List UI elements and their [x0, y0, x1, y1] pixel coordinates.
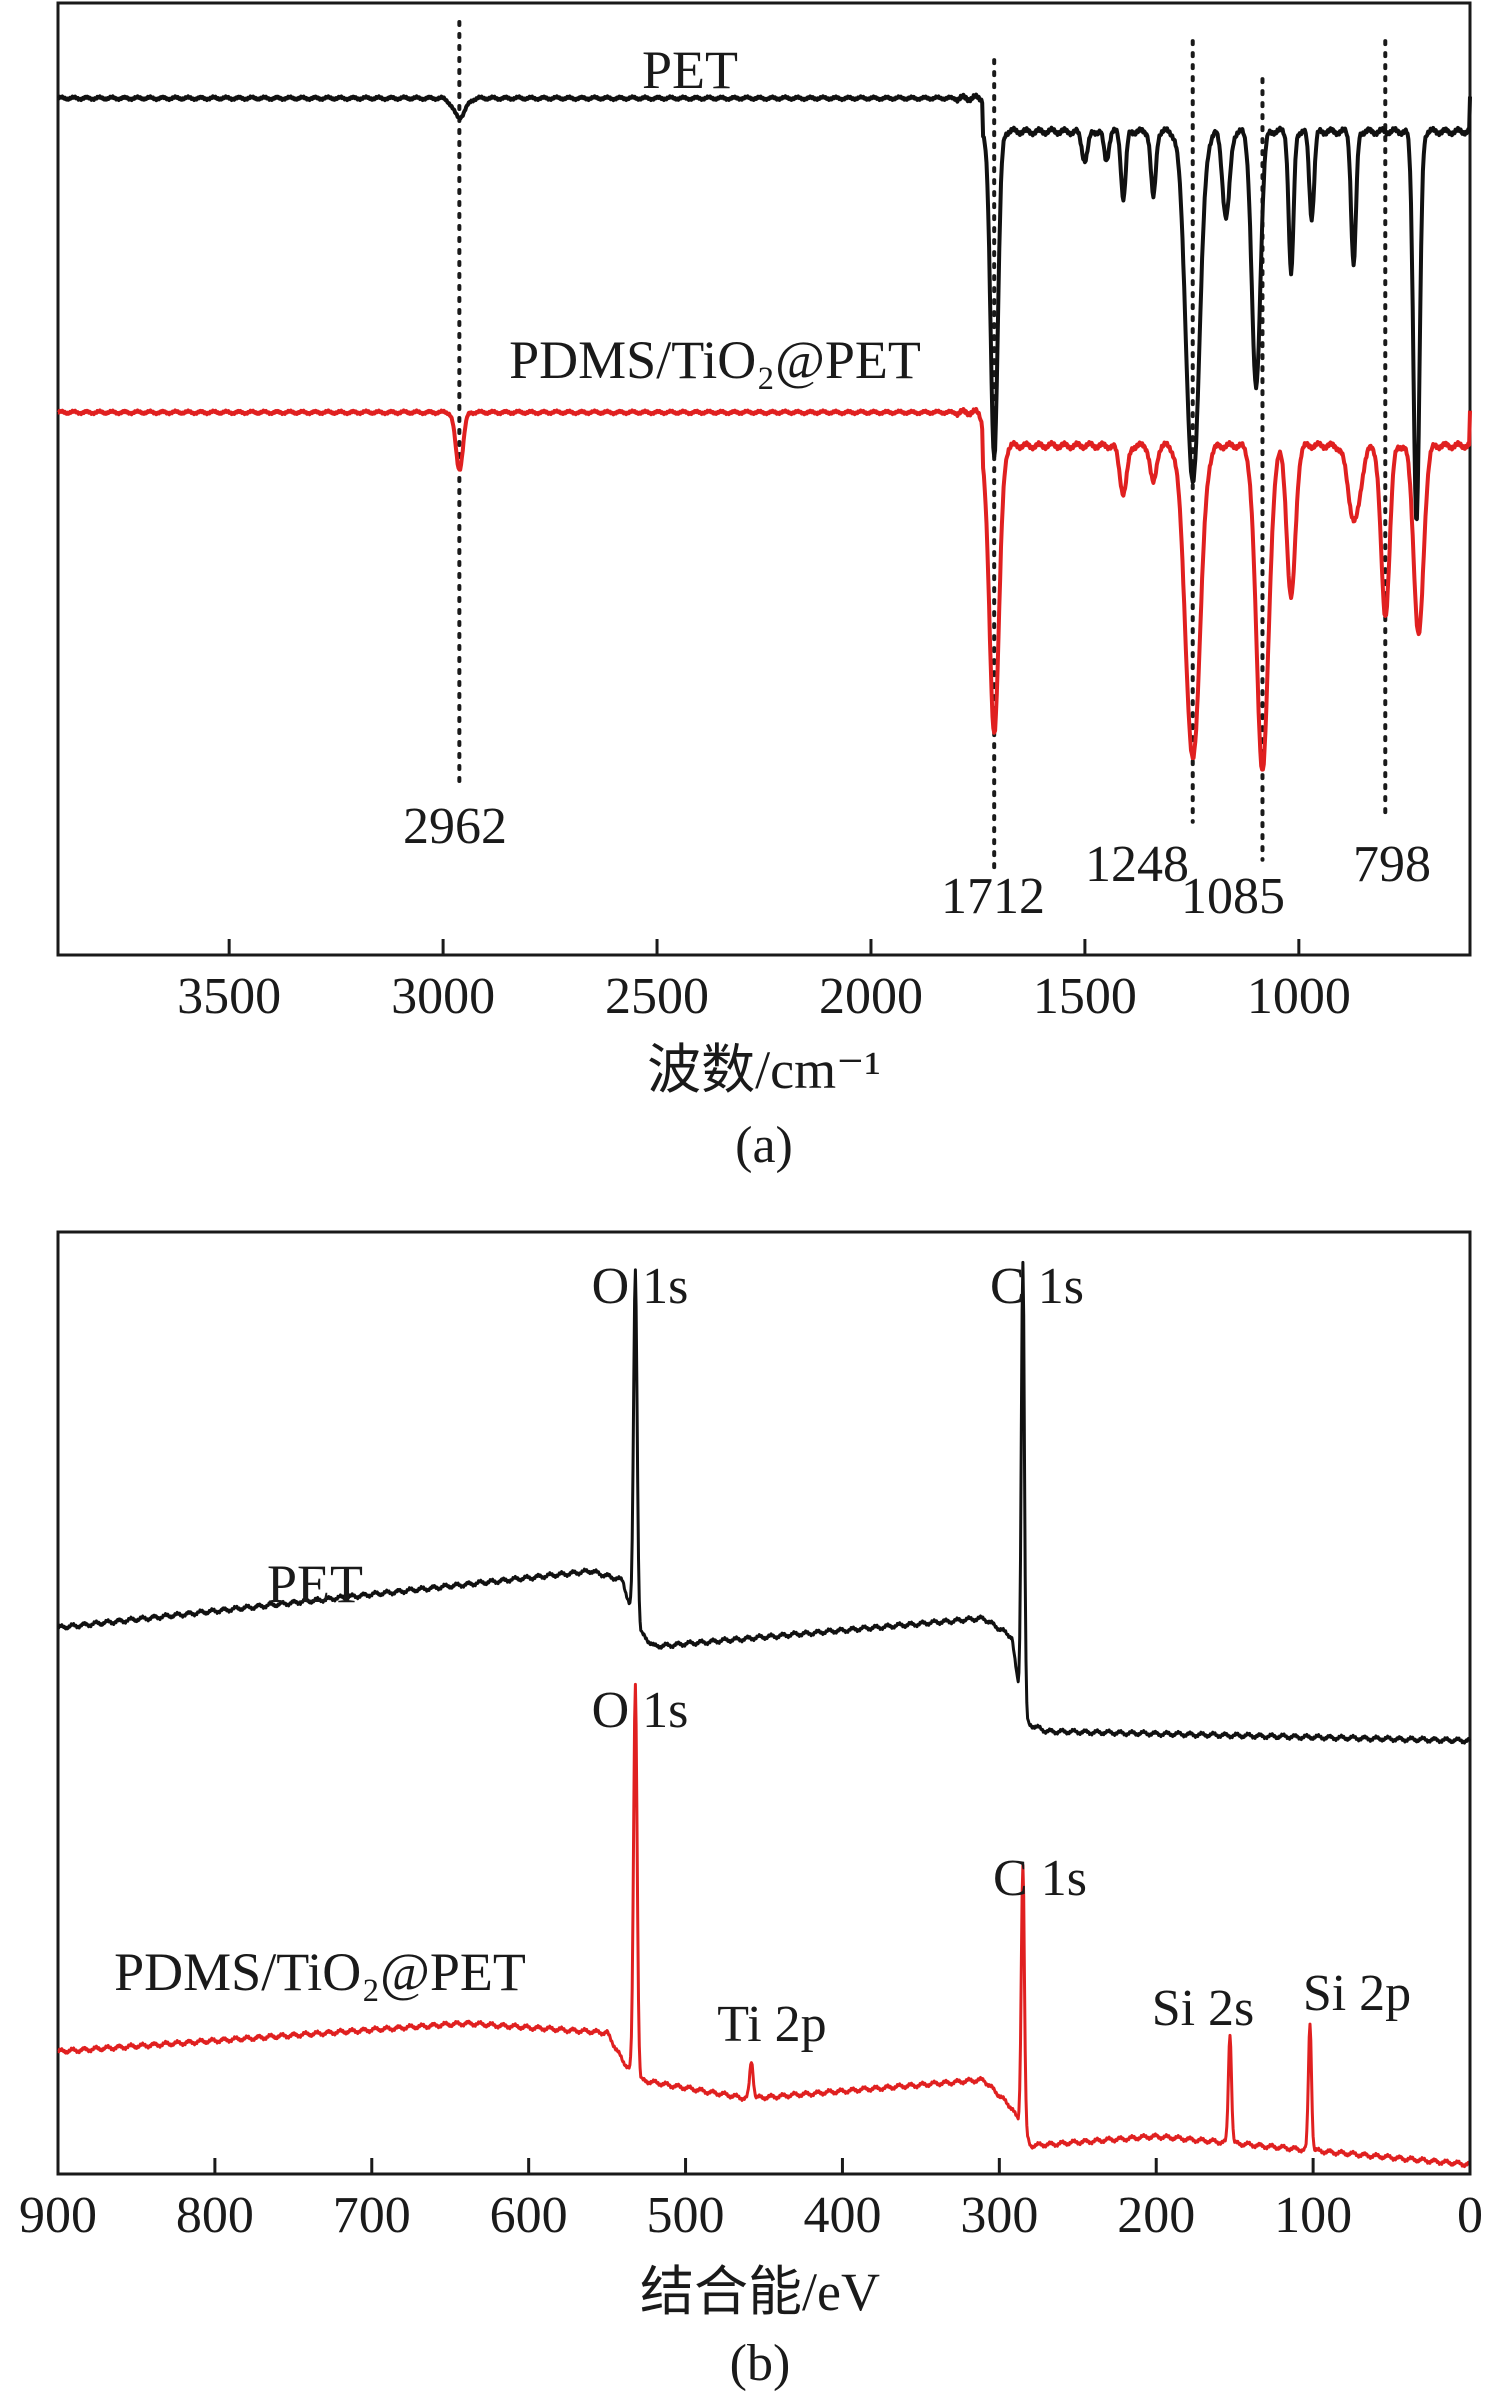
panel-b-x-tick-label-600: 600	[490, 2187, 568, 2244]
panel-a-series-pet-label: PET	[642, 40, 738, 100]
panel-b-series-1-peak-label-si-2p: Si 2p	[1303, 1965, 1411, 2022]
panel-a-peak-label-2962: 2962	[403, 798, 507, 855]
panel-b-series-0-peak-label-o-1s: O 1s	[592, 1258, 689, 1315]
panel-a-x-tick-label-3000: 3000	[391, 968, 495, 1025]
panel-a-caption: (a)	[735, 1117, 793, 1174]
panel-b-series-pdms-line	[57, 1682, 1472, 2169]
panel-b-series-0-peak-label-c-1s: C 1s	[990, 1258, 1084, 1315]
panel-a-plot-frame	[56, 1, 1472, 957]
panel-a-series-pdms-line	[56, 407, 1472, 772]
panel-b-series-1-peak-label-o-1s: O 1s	[592, 1682, 689, 1739]
panel-b-series-pet-label: PET	[267, 1554, 363, 1614]
panel-b-x-tick-label-500: 500	[647, 2187, 725, 2244]
panel-b-x-tick-label-400: 400	[803, 2187, 881, 2244]
panel-b-peak-labels: O 1s C 1s O 1s Ti 2p C 1s Si 2s Si 2p	[592, 1258, 1412, 2053]
panel-b-plot-frame	[56, 1230, 1472, 2176]
panel-a-peak-label-798: 798	[1353, 836, 1431, 893]
panel-a-x-tick-label-2000: 2000	[819, 968, 923, 1025]
panel-b-series-1-peak-label-ti-2p: Ti 2p	[717, 1996, 826, 2053]
panel-b-series-pet-line	[57, 1260, 1472, 1745]
panel-b-x-tick-label-100: 100	[1274, 2187, 1352, 2244]
panel-b-x-axis: 900 800 700 600 500 400 300 200 100 0	[19, 2158, 1483, 2244]
panel-b-x-tick-label-200: 200	[1117, 2187, 1195, 2244]
panel-b: PET PDMS/TiO₂@PET O 1s C 1s O 1s Ti 2p C 1s S…	[19, 1230, 1483, 2392]
panel-a-x-tick-label-3500: 3500	[177, 968, 281, 1025]
panel-a-x-axis: 3500 3000 2500 2000 1500 1000	[177, 939, 1351, 1025]
panel-b-x-tick-label-700: 700	[333, 2187, 411, 2244]
panel-b-x-tick-label-300: 300	[960, 2187, 1038, 2244]
panel-b-series-1-peak-label-si-2s: Si 2s	[1152, 1980, 1255, 2037]
panel-a-series-pet-line	[56, 92, 1472, 522]
panel-b-x-axis-title: 结合能/eV	[640, 2262, 880, 2322]
panel-a-peak-label-1248: 1248	[1085, 836, 1189, 893]
panel-a-x-axis-title: 波数/cm⁻¹	[647, 1040, 881, 1100]
panel-b-x-tick-label-800: 800	[176, 2187, 254, 2244]
panel-b-series-pdms-label: PDMS/TiO₂@PET	[114, 1942, 526, 2002]
panel-b-x-tick-label-0: 0	[1457, 2187, 1483, 2244]
panel-a-series-pdms-label: PDMS/TiO₂@PET	[509, 330, 921, 390]
panel-a-x-tick-label-1500: 1500	[1033, 968, 1137, 1025]
panel-a-x-tick-label-1000: 1000	[1247, 968, 1351, 1025]
panel-b-series-1-peak-label-c-1s: C 1s	[993, 1850, 1087, 1907]
panel-a-x-tick-label-2500: 2500	[605, 968, 709, 1025]
panel-b-caption: (b)	[730, 2335, 791, 2392]
panel-a-peak-label-1085: 1085	[1181, 868, 1285, 925]
panel-b-x-tick-label-900: 900	[19, 2187, 97, 2244]
panel-a-peak-label-1712: 1712	[941, 868, 1045, 925]
